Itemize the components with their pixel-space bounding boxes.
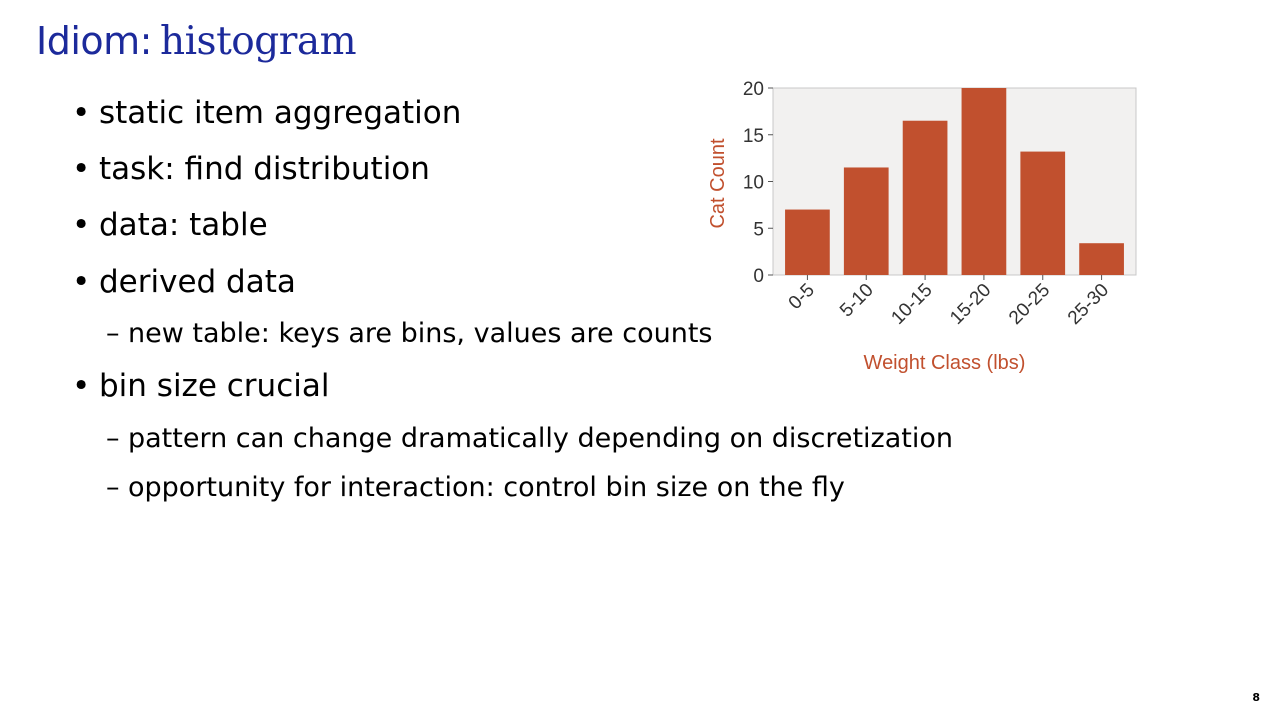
x-axis-label: Weight Class (lbs) [864,352,1026,374]
sub-bullet-marker: – [106,472,120,503]
x-tick-label: 10-15 [887,280,936,329]
bullet-text: data: table [99,207,268,243]
x-tick-label: 0-5 [785,280,819,314]
bullet-marker: • [72,95,91,131]
y-tick-label: 15 [743,126,764,147]
x-tick-label: 20-25 [1005,280,1054,329]
slide-title-word: histogram [159,19,357,64]
sub-bullet-text: pattern can change dramatically dependin… [128,423,953,454]
bullet-text: static item aggregation [99,95,462,131]
slide-title: Idiom: histogram [36,18,357,64]
histogram-bar [843,167,889,275]
x-tick-label: 5-10 [836,280,878,322]
bullet-marker: • [72,368,91,404]
x-tick-label: 15-20 [946,280,995,329]
page-number: 8 [1252,691,1260,704]
sub-bullet-marker: – [106,318,120,349]
y-tick-label: 20 [743,79,764,100]
sub-bullet-text: opportunity for interaction: control bin… [128,472,845,503]
histogram-bar [961,88,1007,275]
y-tick-label: 5 [753,219,764,240]
bullet-marker: • [72,264,91,300]
histogram-bar [1079,243,1124,275]
histogram-bar [902,120,948,275]
bullet-text: task: find distribution [99,151,430,187]
sub-bullet-marker: – [106,423,120,454]
x-tick-label: 25-30 [1064,280,1113,329]
bullet-marker: • [72,207,91,243]
y-axis-label: Cat Count [707,138,729,228]
y-tick-label: 10 [743,173,764,194]
histogram-bar [785,209,830,275]
histogram-bar [1020,151,1066,275]
plot-area [772,87,1137,276]
slide-title-prefix: Idiom: [36,19,152,63]
histogram-chart: 0 5 10 15 20 0-5 5-10 10-15 15-20 20-25 25-30 Weigh… [707,79,1137,374]
bullet-text: derived data [99,264,296,300]
sub-bullet-text: new table: keys are bins, values are cou… [128,318,713,349]
y-tick-label: 0 [753,266,764,287]
bullet-marker: • [72,151,91,187]
bullet-text: bin size crucial [99,368,330,404]
